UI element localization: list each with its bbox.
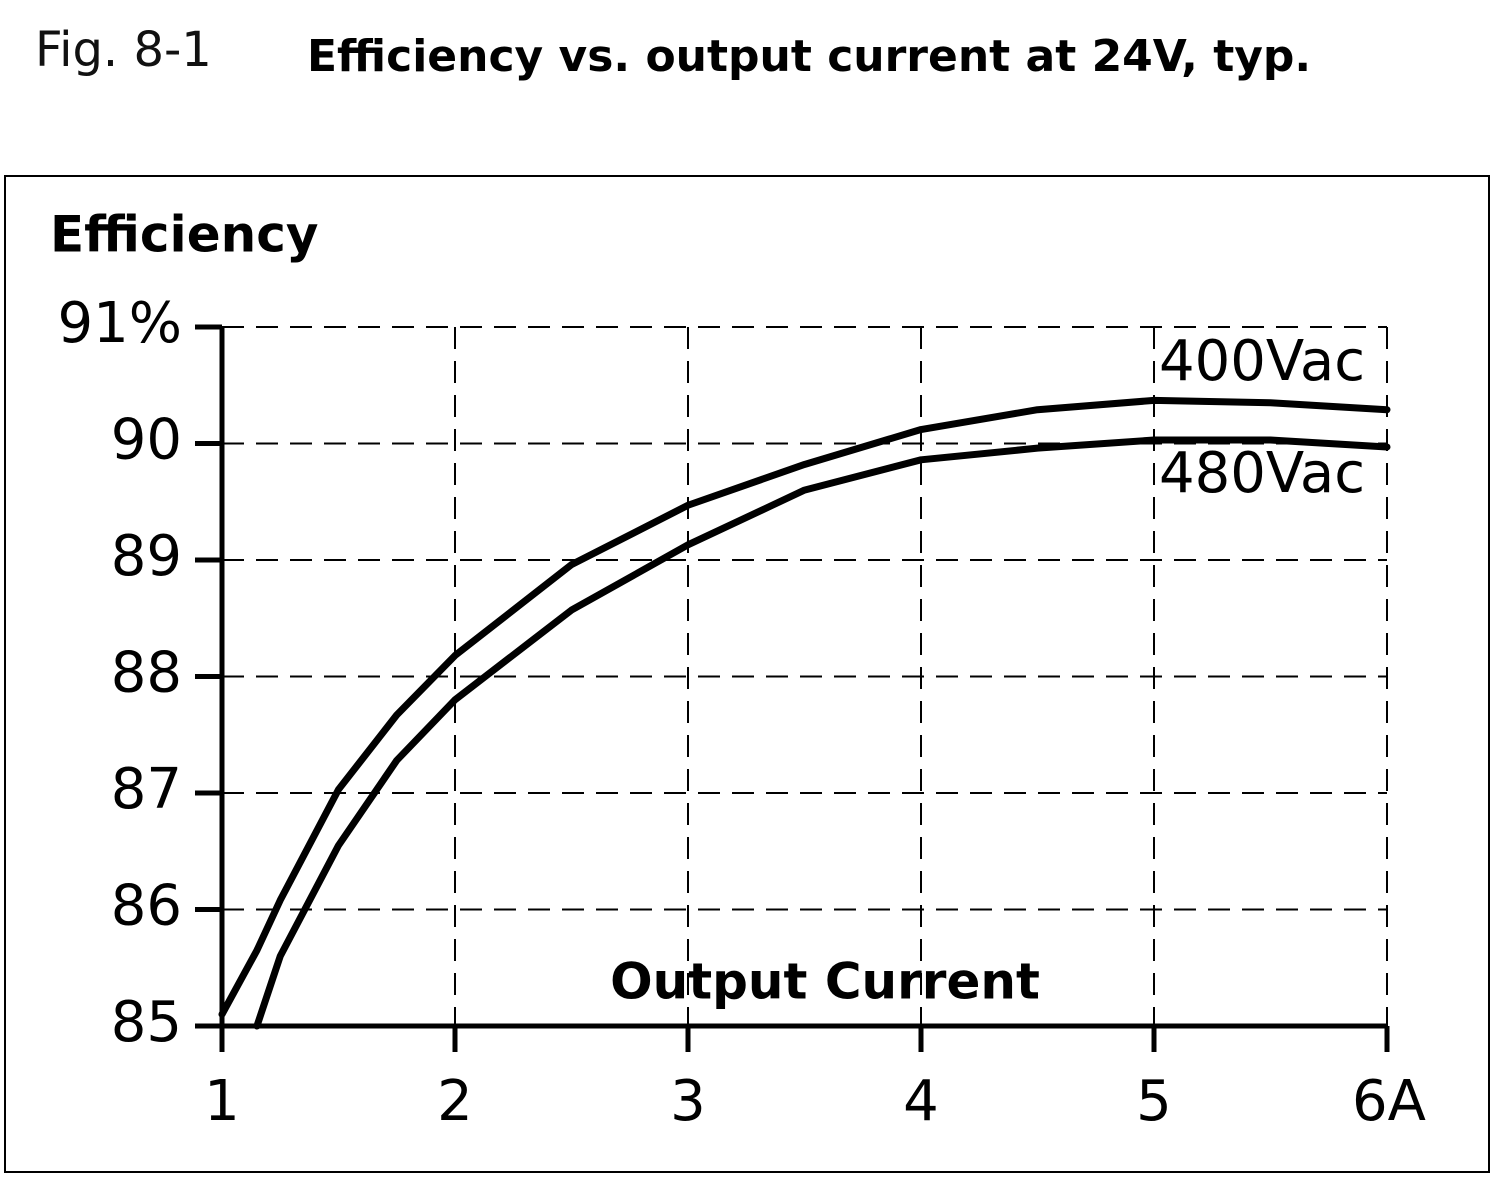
x-tick-label: 6A — [1352, 1069, 1426, 1134]
x-axis-label: Output Current — [610, 953, 1040, 1011]
x-tick-label: 2 — [437, 1069, 473, 1134]
chart-title: Efficiency vs. output current at 24V, ty… — [307, 31, 1312, 82]
y-tick-label: 91% — [58, 291, 182, 356]
y-tick-label: 85 — [111, 990, 182, 1055]
y-tick-label: 89 — [111, 524, 182, 589]
y-tick-label: 88 — [111, 641, 182, 706]
y-tick-label: 90 — [111, 408, 182, 473]
x-tick-label: 1 — [204, 1069, 240, 1134]
y-tick-label: 87 — [111, 757, 182, 822]
series-line — [218, 396, 1391, 1018]
figure-label: Fig. 8-1 — [35, 22, 212, 78]
y-axis-label: Efficiency — [50, 206, 318, 264]
series-label: 400Vac — [1159, 329, 1365, 394]
y-tick-label: 86 — [111, 874, 182, 939]
x-tick-label: 3 — [670, 1069, 706, 1134]
x-tick-label: 5 — [1136, 1069, 1172, 1134]
series-label: 480Vac — [1159, 441, 1365, 506]
x-tick-label: 4 — [903, 1069, 939, 1134]
frame — [4, 175, 1490, 1173]
series-line — [253, 436, 1391, 1030]
